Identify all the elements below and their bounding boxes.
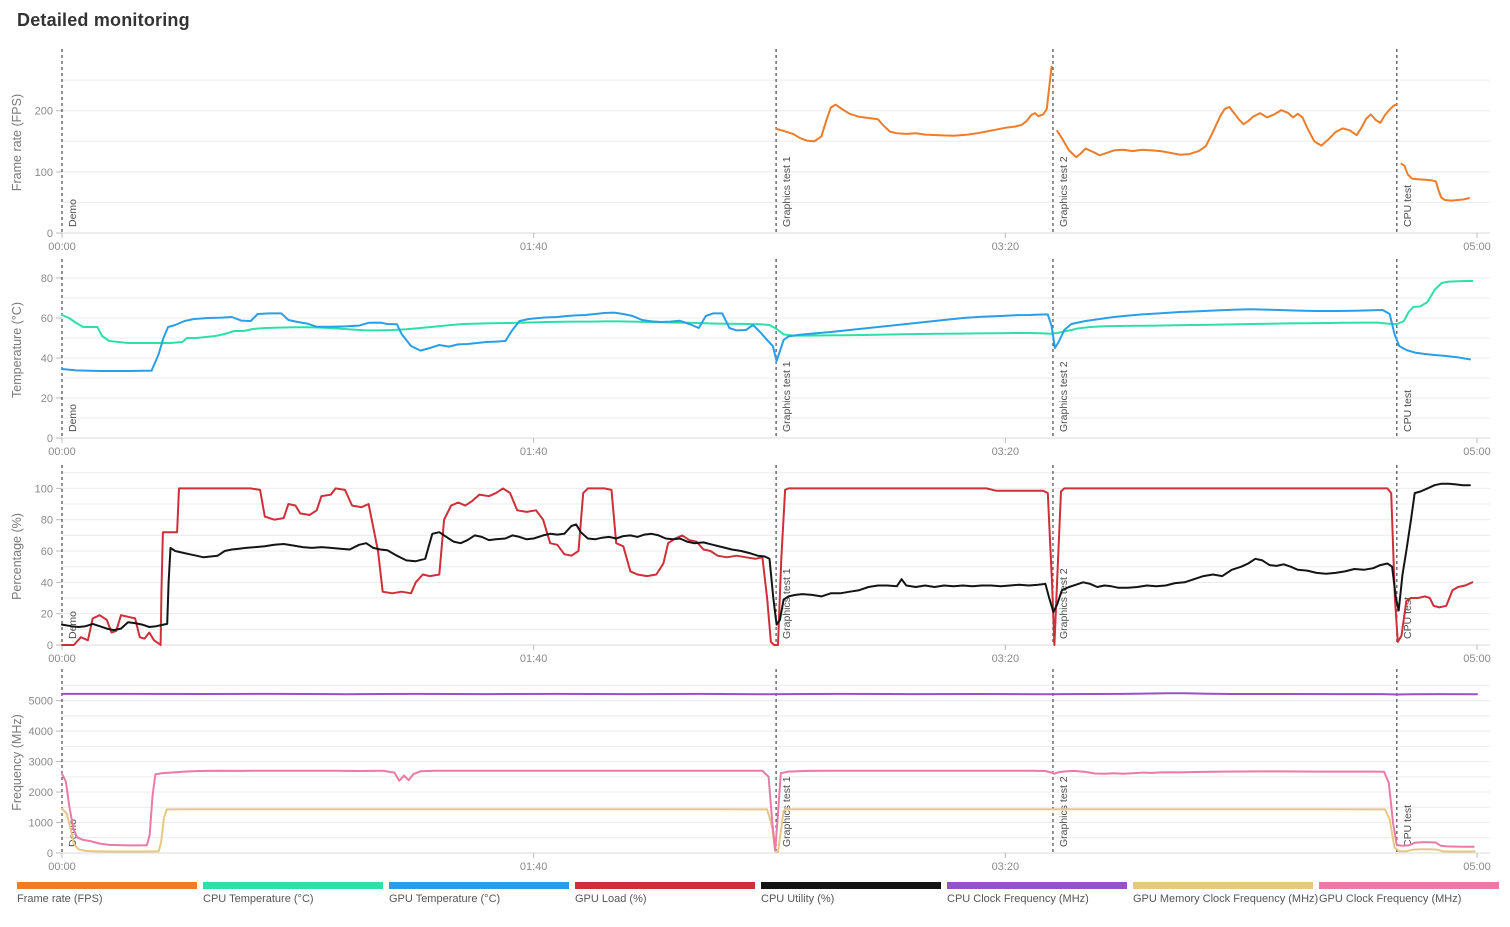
- x-axis-tick-label: 03:20: [992, 653, 1020, 663]
- legend-label: CPU Utility (%): [761, 893, 835, 905]
- legend-swatch: [1319, 882, 1499, 889]
- legend-swatch: [575, 882, 755, 889]
- y-axis-tick-label: 0: [47, 433, 53, 445]
- chart-frequency: 0 1000 2000 3000 4000 5000 00:00 01:40 03:20 05:0…: [10, 669, 1491, 873]
- x-axis-tick-label: 01:40: [520, 241, 548, 250]
- y-axis-title: Frequency (MHz): [10, 714, 24, 811]
- y-axis-tick-label: 0: [47, 640, 53, 652]
- event-marker-label: Demo: [67, 199, 79, 227]
- x-axis-tick-label: 00:00: [48, 241, 76, 250]
- y-axis-tick-label: 20: [41, 609, 53, 621]
- legend-swatch: [1133, 882, 1313, 889]
- y-axis-title: Temperature (°C): [10, 302, 24, 398]
- y-axis-tick-label: 80: [41, 515, 53, 527]
- x-axis-tick-label: 05:00: [1463, 446, 1491, 457]
- event-marker-label: Graphics test 2: [1058, 776, 1070, 847]
- series-line-gpu-load-: [61, 487, 1474, 646]
- series-line-gpu-memory-clock-frequency-mhz-: [61, 807, 1476, 854]
- legend-label: GPU Temperature (°C): [389, 893, 501, 905]
- x-axis-tick-label: 00:00: [48, 446, 76, 457]
- event-marker-label: Graphics test 2: [1058, 156, 1070, 227]
- x-axis-tick-label: 01:40: [520, 861, 548, 873]
- legend-item-7: GPU Clock Frequency (MHz): [1319, 882, 1505, 905]
- legend-item-6: GPU Memory Clock Frequency (MHz): [1133, 882, 1319, 905]
- series-line-cpu-utility-: [61, 482, 1471, 632]
- series-line-cpu-temperature-c-: [61, 280, 1474, 344]
- legend-swatch: [203, 882, 383, 889]
- legend-item-3: GPU Load (%): [575, 882, 761, 905]
- event-marker-label: Graphics test 2: [1058, 568, 1070, 639]
- x-axis-tick-label: 00:00: [48, 861, 76, 873]
- legend-swatch: [947, 882, 1127, 889]
- chart-percentage: 0 20 40 60 80 100 00:00 01:40 03:20 05:00 Demo Grap…: [10, 465, 1491, 663]
- page-title: Detailed monitoring: [17, 10, 190, 30]
- legend-item-2: GPU Temperature (°C): [389, 882, 575, 905]
- legend-swatch: [17, 882, 197, 889]
- y-axis-tick-label: 0: [47, 848, 53, 860]
- chart-frame-rate: 0 100 200 00:00 01:40 03:20 05:00 Demo Graphics …: [10, 49, 1491, 250]
- y-axis-tick-label: 3000: [29, 757, 53, 769]
- x-axis-tick-label: 05:00: [1463, 241, 1491, 250]
- y-axis-tick-label: 100: [35, 483, 53, 495]
- y-axis-tick-label: 100: [35, 167, 53, 179]
- y-axis-tick-label: 40: [41, 577, 53, 589]
- x-axis-tick-label: 03:20: [992, 861, 1020, 873]
- event-marker-label: Graphics test 2: [1058, 361, 1070, 432]
- event-marker-label: Graphics test 1: [781, 361, 793, 432]
- event-marker-label: Demo: [67, 404, 79, 432]
- event-marker-label: Demo: [67, 611, 79, 639]
- legend-swatch: [389, 882, 569, 889]
- chart-temperature: 0 20 40 60 80 00:00 01:40 03:20 05:00 Demo Graphic…: [10, 259, 1491, 457]
- y-axis-tick-label: 0: [47, 228, 53, 240]
- charts-stack: 0 100 200 00:00 01:40 03:20 05:00 Demo Graphics …: [0, 45, 1510, 875]
- event-marker-label: CPU test: [1402, 390, 1414, 432]
- event-marker-label: Graphics test 1: [781, 156, 793, 227]
- y-axis-title: Frame rate (FPS): [10, 94, 24, 191]
- chart-legend: Frame rate (FPS) CPU Temperature (°C) GPU …: [17, 882, 1510, 905]
- y-axis-tick-label: 2000: [29, 787, 53, 799]
- legend-item-0: Frame rate (FPS): [17, 882, 203, 905]
- series-line-gpu-temperature-c-: [61, 308, 1471, 372]
- x-axis-tick-label: 00:00: [48, 653, 76, 663]
- event-marker-label: Graphics test 1: [781, 568, 793, 639]
- y-axis-tick-label: 60: [41, 546, 53, 558]
- y-axis-tick-label: 40: [41, 353, 53, 365]
- legend-item-1: CPU Temperature (°C): [203, 882, 389, 905]
- legend-item-5: CPU Clock Frequency (MHz): [947, 882, 1133, 905]
- legend-label: GPU Memory Clock Frequency (MHz): [1133, 893, 1319, 905]
- x-axis-tick-label: 03:20: [992, 446, 1020, 457]
- event-marker-label: CPU test: [1402, 185, 1414, 227]
- legend-label: GPU Load (%): [575, 893, 647, 905]
- series-line-frame-rate-fps-: [1056, 103, 1397, 159]
- legend-label: GPU Clock Frequency (MHz): [1319, 893, 1462, 905]
- y-axis-title: Percentage (%): [10, 513, 24, 600]
- legend-label: CPU Clock Frequency (MHz): [947, 893, 1089, 905]
- y-axis-tick-label: 200: [35, 106, 53, 118]
- event-marker-label: CPU test: [1402, 805, 1414, 847]
- y-axis-tick-label: 80: [41, 273, 53, 285]
- x-axis-tick-label: 05:00: [1463, 861, 1491, 873]
- legend-item-4: CPU Utility (%): [761, 882, 947, 905]
- series-line-cpu-clock-frequency-mhz-: [61, 692, 1478, 696]
- legend-label: Frame rate (FPS): [17, 893, 103, 905]
- y-axis-tick-label: 20: [41, 393, 53, 405]
- y-axis-tick-label: 1000: [29, 818, 53, 830]
- legend-swatch: [761, 882, 941, 889]
- y-axis-tick-label: 60: [41, 313, 53, 325]
- series-line-gpu-clock-frequency-mhz-: [61, 769, 1475, 852]
- x-axis-tick-label: 03:20: [992, 241, 1020, 250]
- event-marker-label: Graphics test 1: [781, 776, 793, 847]
- legend-label: CPU Temperature (°C): [203, 893, 314, 905]
- x-axis-tick-label: 01:40: [520, 446, 548, 457]
- x-axis-tick-label: 01:40: [520, 653, 548, 663]
- series-line-frame-rate-fps-: [775, 65, 1053, 143]
- x-axis-tick-label: 05:00: [1463, 653, 1491, 663]
- series-line-frame-rate-fps-: [1400, 162, 1470, 202]
- y-axis-tick-label: 4000: [29, 726, 53, 738]
- y-axis-tick-label: 5000: [29, 696, 53, 708]
